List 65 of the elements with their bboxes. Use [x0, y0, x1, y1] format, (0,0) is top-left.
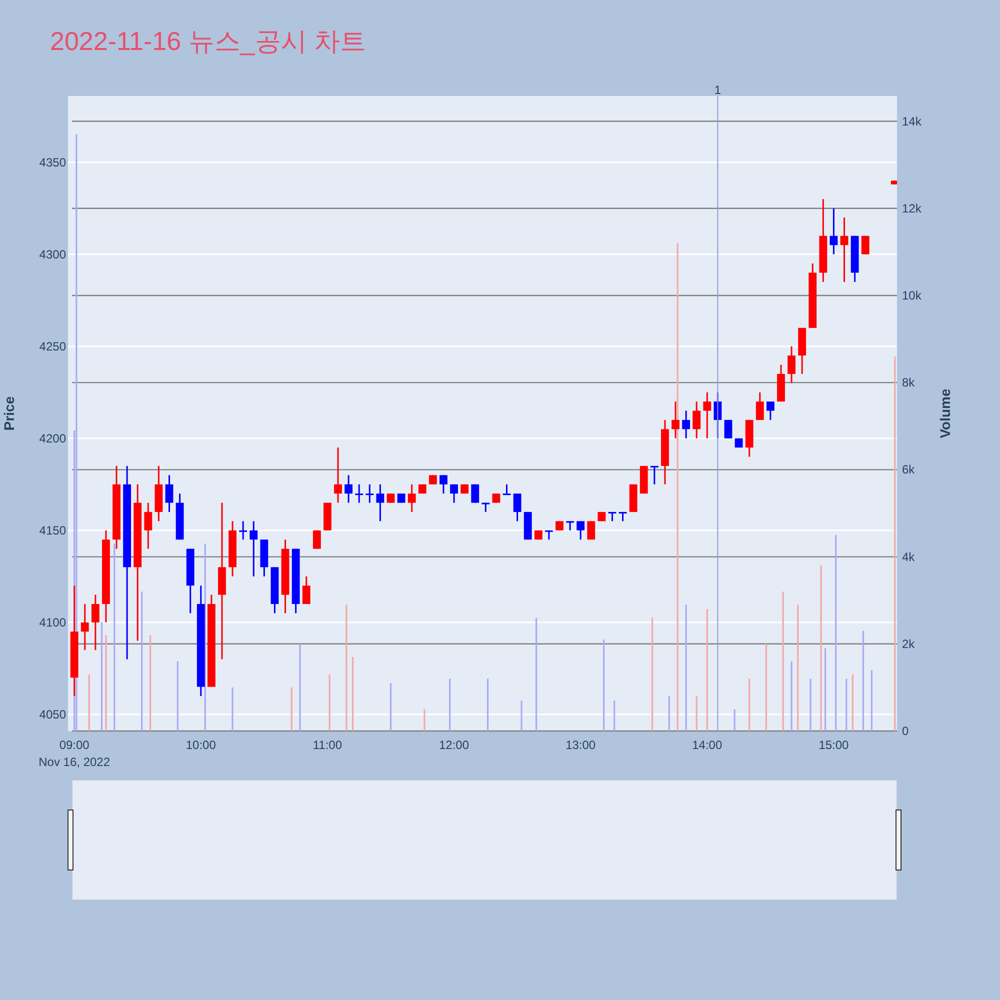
candlestick — [576, 520, 585, 540]
y2-tick-label: 4k — [902, 550, 916, 564]
candlestick — [376, 484, 384, 522]
y-tick-label: 4150 — [39, 523, 66, 538]
candlestick — [471, 484, 480, 504]
y-axis-title: Price — [1, 396, 17, 431]
y2-tick-label: 0 — [902, 724, 909, 738]
x-tick-label: 10:00 — [186, 738, 216, 752]
candlestick — [830, 208, 838, 256]
candlestick — [386, 492, 395, 504]
candlestick — [788, 346, 796, 384]
candlestick — [334, 446, 342, 504]
candlestick — [366, 484, 374, 504]
x-tick-label: 09:00 Nov 16, 2022 — [38, 738, 110, 769]
candlestick — [302, 576, 310, 605]
candlestick — [682, 410, 690, 440]
candlestick — [450, 484, 458, 504]
candlestick — [756, 392, 764, 421]
candlestick — [566, 520, 574, 532]
x-tick-label: 15:00 — [818, 738, 850, 752]
y2-tick-label: 14k — [902, 114, 922, 128]
y2-tick-label: 6k — [902, 462, 916, 477]
candlestick — [766, 400, 774, 421]
chart-title: 2022-11-16 뉴스_공시 차트 — [50, 26, 366, 56]
x-tick-label: 13:00 — [566, 738, 596, 752]
y2-tick-label: 12k — [902, 201, 922, 216]
candlestick — [650, 465, 658, 486]
candlestick — [440, 474, 448, 494]
y-tick-label: 4250 — [39, 339, 66, 354]
candlestick — [703, 392, 712, 440]
candlestick — [492, 492, 500, 504]
candlestick — [692, 400, 701, 440]
candlestick — [397, 492, 406, 504]
candlestick — [502, 484, 511, 496]
y-tick-label: 4200 — [39, 431, 66, 446]
candlestick — [80, 603, 89, 651]
y2-tick-label: 10k — [902, 288, 922, 302]
y2-tick-label: 2k — [902, 636, 916, 651]
y2-tick-label: 8k — [902, 376, 916, 390]
candlestick — [861, 235, 870, 256]
candlestick — [355, 484, 364, 504]
x-tick-label: 12:00 — [439, 738, 470, 752]
candlestick — [428, 474, 437, 486]
ref-line-label: 1 — [714, 83, 722, 97]
y-tick-label: 4100 — [39, 615, 66, 630]
candlestick — [144, 502, 152, 550]
candlestick — [250, 520, 258, 578]
y2-axis-title: Volume — [937, 388, 953, 438]
candlestick — [165, 474, 174, 513]
candlestick — [587, 520, 596, 540]
candlestick — [556, 520, 564, 532]
x-tick-label: 14:00 — [692, 738, 722, 752]
candlestick — [312, 530, 321, 550]
candlestick — [840, 216, 848, 283]
y-tick-label: 4050 — [39, 707, 66, 722]
candlestick — [91, 594, 100, 651]
candlestick — [513, 492, 522, 522]
candlestick — [724, 419, 732, 440]
x-tick-label: 11:00 — [312, 738, 342, 752]
y-tick-label: 4300 — [39, 247, 66, 262]
candlestick — [408, 484, 416, 513]
y-tick-label: 4350 — [39, 155, 66, 170]
candlestick — [344, 474, 353, 504]
candlestick — [672, 400, 680, 440]
candlestick — [239, 520, 248, 540]
